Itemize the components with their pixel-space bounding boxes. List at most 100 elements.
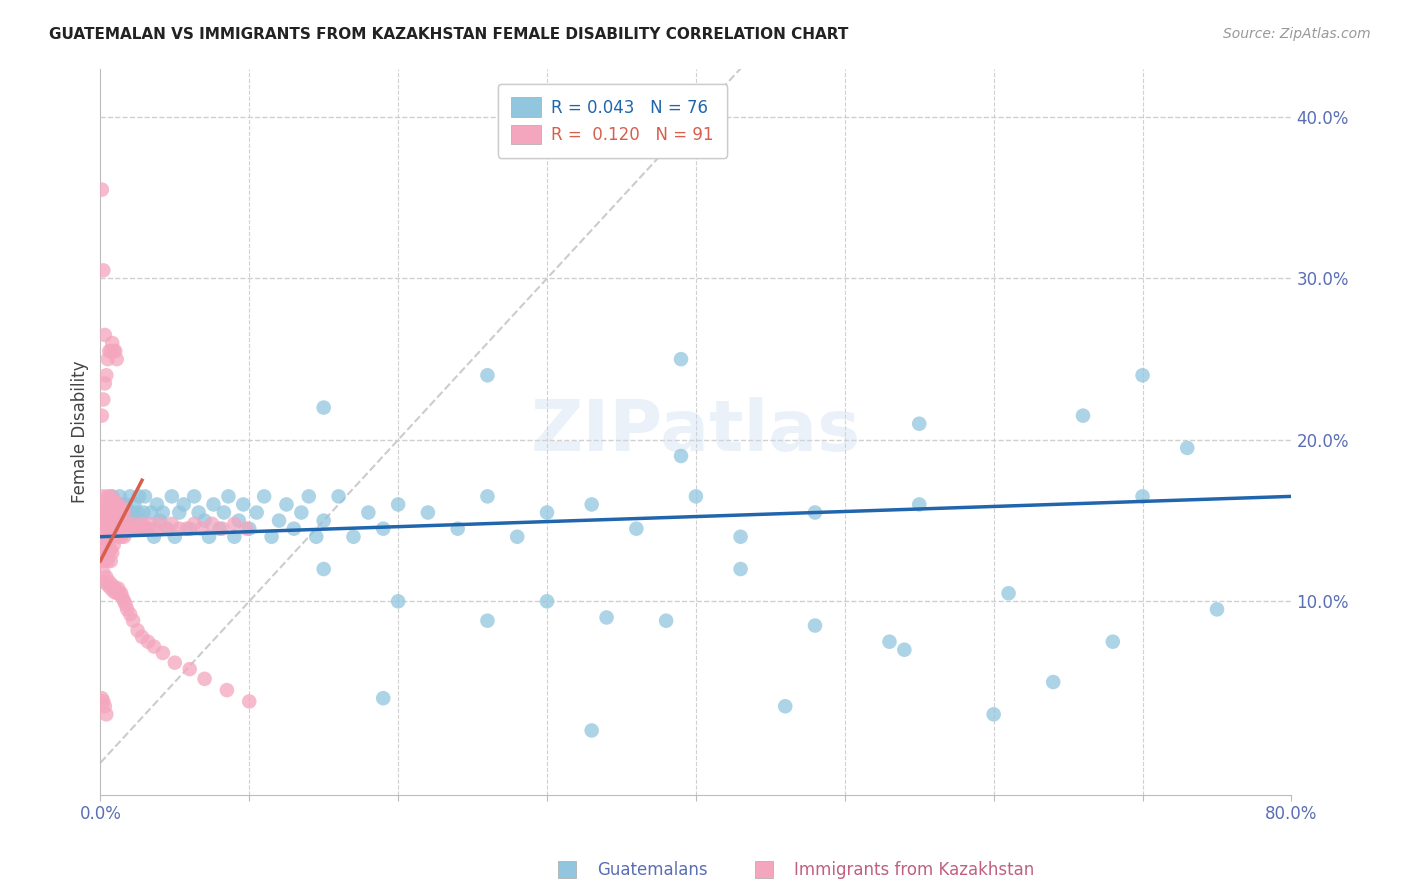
Point bbox=[187, 506, 209, 520]
Point bbox=[142, 522, 165, 536]
Point bbox=[97, 352, 120, 367]
Point bbox=[112, 530, 135, 544]
Point bbox=[103, 344, 125, 359]
Point bbox=[290, 506, 312, 520]
Point bbox=[142, 640, 165, 654]
Point bbox=[101, 546, 124, 560]
Point bbox=[103, 584, 125, 599]
Point bbox=[232, 498, 254, 512]
Point bbox=[190, 522, 212, 536]
Point bbox=[235, 522, 257, 536]
Point bbox=[103, 506, 125, 520]
Text: GUATEMALAN VS IMMIGRANTS FROM KAZAKHSTAN FEMALE DISABILITY CORRELATION CHART: GUATEMALAN VS IMMIGRANTS FROM KAZAKHSTAN… bbox=[49, 27, 849, 42]
Point bbox=[100, 530, 122, 544]
Point bbox=[110, 498, 132, 512]
Point bbox=[201, 516, 224, 531]
Point bbox=[1101, 634, 1123, 648]
Point bbox=[108, 522, 131, 536]
Point bbox=[107, 516, 129, 531]
Point bbox=[100, 500, 122, 515]
Point bbox=[91, 263, 114, 277]
Point bbox=[155, 522, 177, 536]
Point bbox=[120, 607, 142, 622]
Point bbox=[228, 514, 250, 528]
Point bbox=[91, 546, 114, 560]
Point bbox=[90, 506, 112, 520]
Point bbox=[112, 506, 135, 520]
Point bbox=[98, 344, 121, 359]
Point bbox=[581, 723, 603, 738]
Point bbox=[908, 417, 931, 431]
Point bbox=[132, 506, 155, 520]
Point bbox=[267, 514, 290, 528]
Point bbox=[112, 594, 135, 608]
Point bbox=[163, 656, 186, 670]
Point bbox=[103, 510, 125, 524]
Point bbox=[105, 352, 128, 367]
Point bbox=[94, 549, 117, 563]
Point bbox=[212, 506, 235, 520]
Point bbox=[96, 368, 118, 383]
Point bbox=[100, 542, 122, 557]
Y-axis label: Female Disability: Female Disability bbox=[72, 360, 89, 503]
Point bbox=[908, 498, 931, 512]
Point bbox=[312, 514, 335, 528]
Point bbox=[114, 516, 136, 531]
Point bbox=[100, 344, 122, 359]
Text: Guatemalans: Guatemalans bbox=[598, 861, 709, 879]
Point bbox=[103, 522, 125, 536]
Point bbox=[1175, 441, 1198, 455]
Point bbox=[416, 506, 439, 520]
Point bbox=[176, 522, 198, 536]
Point bbox=[217, 489, 239, 503]
Point bbox=[114, 598, 136, 612]
Point bbox=[179, 662, 201, 676]
Point bbox=[90, 522, 112, 536]
Point bbox=[1132, 368, 1154, 383]
Point bbox=[179, 522, 201, 536]
Point bbox=[96, 549, 118, 563]
Point bbox=[100, 582, 122, 596]
Point bbox=[91, 566, 114, 580]
Point bbox=[152, 646, 174, 660]
Point bbox=[215, 683, 238, 698]
Point bbox=[97, 506, 120, 520]
Point bbox=[112, 514, 135, 528]
Point bbox=[104, 494, 127, 508]
Point bbox=[506, 530, 529, 544]
Point bbox=[96, 500, 118, 515]
Point bbox=[94, 554, 117, 568]
Point bbox=[149, 516, 172, 531]
Point bbox=[893, 642, 915, 657]
Point bbox=[581, 498, 603, 512]
Point bbox=[96, 707, 118, 722]
Point bbox=[655, 614, 678, 628]
Point bbox=[103, 498, 125, 512]
Point bbox=[194, 672, 217, 686]
Point bbox=[129, 514, 152, 528]
Point bbox=[90, 409, 112, 423]
Point bbox=[111, 591, 134, 606]
Point bbox=[246, 506, 269, 520]
Point bbox=[139, 506, 162, 520]
Point bbox=[173, 498, 195, 512]
Point bbox=[94, 498, 117, 512]
Point bbox=[91, 694, 114, 708]
Point bbox=[152, 506, 174, 520]
Point bbox=[125, 522, 148, 536]
Point bbox=[105, 526, 128, 541]
Point bbox=[167, 506, 190, 520]
Point bbox=[224, 516, 246, 531]
Point bbox=[373, 522, 395, 536]
Point bbox=[94, 516, 117, 531]
Point bbox=[1206, 602, 1229, 616]
Point bbox=[124, 498, 146, 512]
Point bbox=[125, 522, 148, 536]
Point bbox=[96, 533, 118, 547]
Point bbox=[160, 489, 183, 503]
Point bbox=[127, 624, 149, 638]
Point bbox=[100, 498, 122, 512]
Point bbox=[387, 498, 409, 512]
Point bbox=[104, 498, 127, 512]
Point bbox=[121, 514, 143, 528]
